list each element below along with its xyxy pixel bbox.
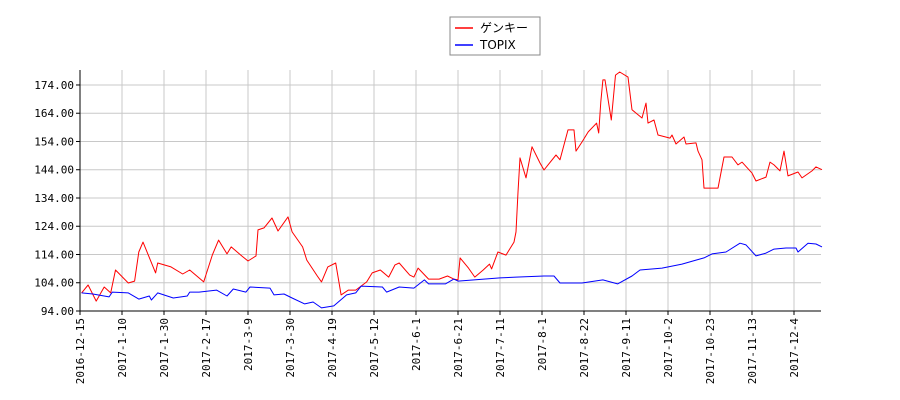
axes: 94.00 104.00 114.00 124.00 134.00 144.00 154.0… [34, 70, 821, 384]
x-tick-label: 2017-12-4 [788, 318, 801, 378]
x-tick-label: 2017-2-17 [200, 318, 213, 378]
x-tick-label: 2017-9-11 [620, 318, 633, 378]
y-tick-label: 134.00 [34, 192, 74, 205]
y-tick-label: 104.00 [34, 277, 74, 290]
grid [79, 70, 821, 312]
series-line-topix [81, 242, 823, 309]
x-tick-label: 2017-10-23 [704, 318, 717, 384]
x-tick-label: 2017-7-11 [494, 318, 507, 378]
y-tick-label: 124.00 [34, 220, 74, 233]
y-tick-label: 154.00 [34, 135, 74, 148]
series-line-genky [81, 71, 823, 302]
x-tick-label: 2017-3-9 [242, 318, 255, 371]
legend-label-genky: ゲンキー [480, 21, 528, 35]
x-tick-label: 2017-1-10 [116, 318, 129, 378]
x-tick-label: 2017-10-2 [662, 318, 675, 378]
x-tick-label: 2016-12-15 [74, 318, 87, 384]
x-tick-label: 2017-4-19 [326, 318, 339, 378]
x-tick-label: 2017-11-13 [746, 318, 759, 384]
y-tick-label: 94.00 [41, 305, 74, 318]
legend-box [449, 16, 541, 56]
x-tick-label: 2017-8-22 [578, 318, 591, 378]
x-tick-label: 2017-3-30 [284, 318, 297, 378]
y-tick-label: 174.00 [34, 79, 74, 92]
legend-label-topix: TOPIX [479, 38, 516, 52]
series-lines [81, 71, 823, 309]
x-tick-label: 2017-6-1 [410, 318, 423, 371]
x-tick-label: 2017-8-1 [536, 318, 549, 371]
y-tick-label: 114.00 [34, 248, 74, 261]
y-tick-label: 144.00 [34, 164, 74, 177]
x-tick-label: 2017-5-12 [368, 318, 381, 378]
x-tick-label: 2017-1-30 [158, 318, 171, 378]
y-tick-label: 164.00 [34, 107, 74, 120]
x-tick-label: 2017-6-21 [452, 318, 465, 378]
legend: ゲンキー TOPIX [449, 16, 541, 56]
